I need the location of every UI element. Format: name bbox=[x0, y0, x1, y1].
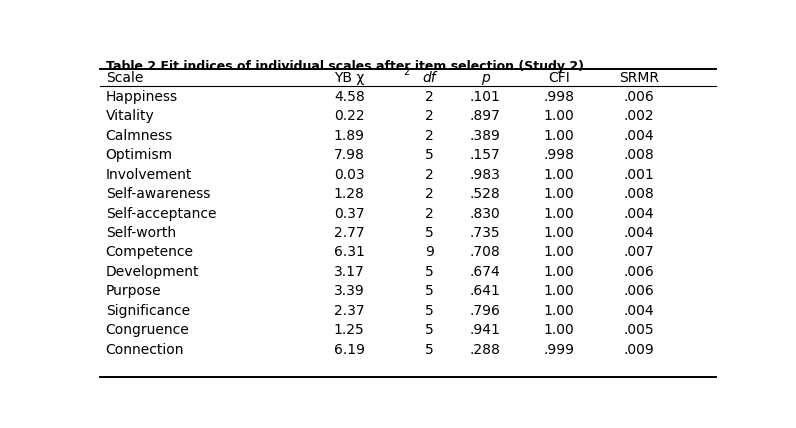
Text: 2: 2 bbox=[403, 67, 409, 77]
Text: 1.00: 1.00 bbox=[544, 323, 575, 337]
Text: .983: .983 bbox=[470, 168, 501, 181]
Text: 1.28: 1.28 bbox=[334, 187, 365, 201]
Text: .999: .999 bbox=[544, 342, 575, 357]
Text: .006: .006 bbox=[624, 90, 654, 104]
Text: 1.00: 1.00 bbox=[544, 245, 575, 259]
Text: 0.22: 0.22 bbox=[334, 109, 365, 123]
Text: p: p bbox=[481, 71, 490, 85]
Text: 5: 5 bbox=[425, 265, 434, 279]
Text: .008: .008 bbox=[624, 187, 654, 201]
Text: 2.37: 2.37 bbox=[334, 304, 365, 318]
Text: .897: .897 bbox=[470, 109, 501, 123]
Text: Competence: Competence bbox=[106, 245, 193, 259]
Text: 0.37: 0.37 bbox=[334, 206, 365, 220]
Text: .004: .004 bbox=[624, 206, 654, 220]
Text: Involvement: Involvement bbox=[106, 168, 192, 181]
Text: .002: .002 bbox=[624, 109, 654, 123]
Text: .641: .641 bbox=[470, 284, 501, 298]
Text: .830: .830 bbox=[470, 206, 501, 220]
Text: 1.00: 1.00 bbox=[544, 304, 575, 318]
Text: 5: 5 bbox=[425, 148, 434, 162]
Text: 6.31: 6.31 bbox=[334, 245, 365, 259]
Text: 2: 2 bbox=[425, 129, 434, 143]
Text: CFI: CFI bbox=[548, 71, 570, 85]
Text: Calmness: Calmness bbox=[106, 129, 173, 143]
Text: .941: .941 bbox=[470, 323, 501, 337]
Text: 1.00: 1.00 bbox=[544, 129, 575, 143]
Text: .157: .157 bbox=[470, 148, 501, 162]
Text: 5: 5 bbox=[425, 284, 434, 298]
Text: 1.00: 1.00 bbox=[544, 168, 575, 181]
Text: Scale: Scale bbox=[106, 71, 143, 85]
Text: .004: .004 bbox=[624, 226, 654, 240]
Text: 6.19: 6.19 bbox=[334, 342, 365, 357]
Text: 9: 9 bbox=[425, 245, 434, 259]
Text: .009: .009 bbox=[624, 342, 654, 357]
Text: 1.00: 1.00 bbox=[544, 265, 575, 279]
Text: Happiness: Happiness bbox=[106, 90, 178, 104]
Text: 7.98: 7.98 bbox=[334, 148, 365, 162]
Text: 0.03: 0.03 bbox=[334, 168, 365, 181]
Text: 1.00: 1.00 bbox=[544, 226, 575, 240]
Text: Self-awareness: Self-awareness bbox=[106, 187, 210, 201]
Text: 4.58: 4.58 bbox=[334, 90, 365, 104]
Text: .528: .528 bbox=[470, 187, 501, 201]
Text: 2: 2 bbox=[425, 187, 434, 201]
Text: Significance: Significance bbox=[106, 304, 189, 318]
Text: 3.39: 3.39 bbox=[334, 284, 365, 298]
Text: .735: .735 bbox=[470, 226, 501, 240]
Text: Table 2 Fit indices of individual scales after item selection (Study 2): Table 2 Fit indices of individual scales… bbox=[106, 59, 583, 73]
Text: 1.00: 1.00 bbox=[544, 187, 575, 201]
Text: .796: .796 bbox=[470, 304, 501, 318]
Text: Congruence: Congruence bbox=[106, 323, 189, 337]
Text: 2.77: 2.77 bbox=[334, 226, 365, 240]
Text: .998: .998 bbox=[544, 90, 575, 104]
Text: 1.25: 1.25 bbox=[334, 323, 365, 337]
Text: .288: .288 bbox=[470, 342, 501, 357]
Text: 2: 2 bbox=[425, 168, 434, 181]
Text: df: df bbox=[423, 71, 436, 85]
Text: 2: 2 bbox=[425, 109, 434, 123]
Text: Purpose: Purpose bbox=[106, 284, 162, 298]
Text: Self-worth: Self-worth bbox=[106, 226, 176, 240]
Text: .006: .006 bbox=[624, 284, 654, 298]
Text: SRMR: SRMR bbox=[619, 71, 659, 85]
Text: .006: .006 bbox=[624, 265, 654, 279]
Text: YB χ: YB χ bbox=[334, 71, 365, 85]
Text: Development: Development bbox=[106, 265, 199, 279]
Text: 1.89: 1.89 bbox=[334, 129, 365, 143]
Text: .998: .998 bbox=[544, 148, 575, 162]
Text: Optimism: Optimism bbox=[106, 148, 173, 162]
Text: 2: 2 bbox=[425, 206, 434, 220]
Text: .001: .001 bbox=[624, 168, 654, 181]
Text: 1.00: 1.00 bbox=[544, 284, 575, 298]
Text: .004: .004 bbox=[624, 129, 654, 143]
Text: 5: 5 bbox=[425, 304, 434, 318]
Text: 3.17: 3.17 bbox=[334, 265, 365, 279]
Text: Vitality: Vitality bbox=[106, 109, 154, 123]
Text: .008: .008 bbox=[624, 148, 654, 162]
Text: 5: 5 bbox=[425, 226, 434, 240]
Text: 5: 5 bbox=[425, 342, 434, 357]
Text: 5: 5 bbox=[425, 323, 434, 337]
Text: .101: .101 bbox=[470, 90, 501, 104]
Text: .004: .004 bbox=[624, 304, 654, 318]
Text: Connection: Connection bbox=[106, 342, 184, 357]
Text: .674: .674 bbox=[470, 265, 501, 279]
Text: 1.00: 1.00 bbox=[544, 109, 575, 123]
Text: Self-acceptance: Self-acceptance bbox=[106, 206, 217, 220]
Text: .007: .007 bbox=[624, 245, 654, 259]
Text: .708: .708 bbox=[470, 245, 501, 259]
Text: .389: .389 bbox=[470, 129, 501, 143]
Text: .005: .005 bbox=[624, 323, 654, 337]
Text: 2: 2 bbox=[425, 90, 434, 104]
Text: 1.00: 1.00 bbox=[544, 206, 575, 220]
